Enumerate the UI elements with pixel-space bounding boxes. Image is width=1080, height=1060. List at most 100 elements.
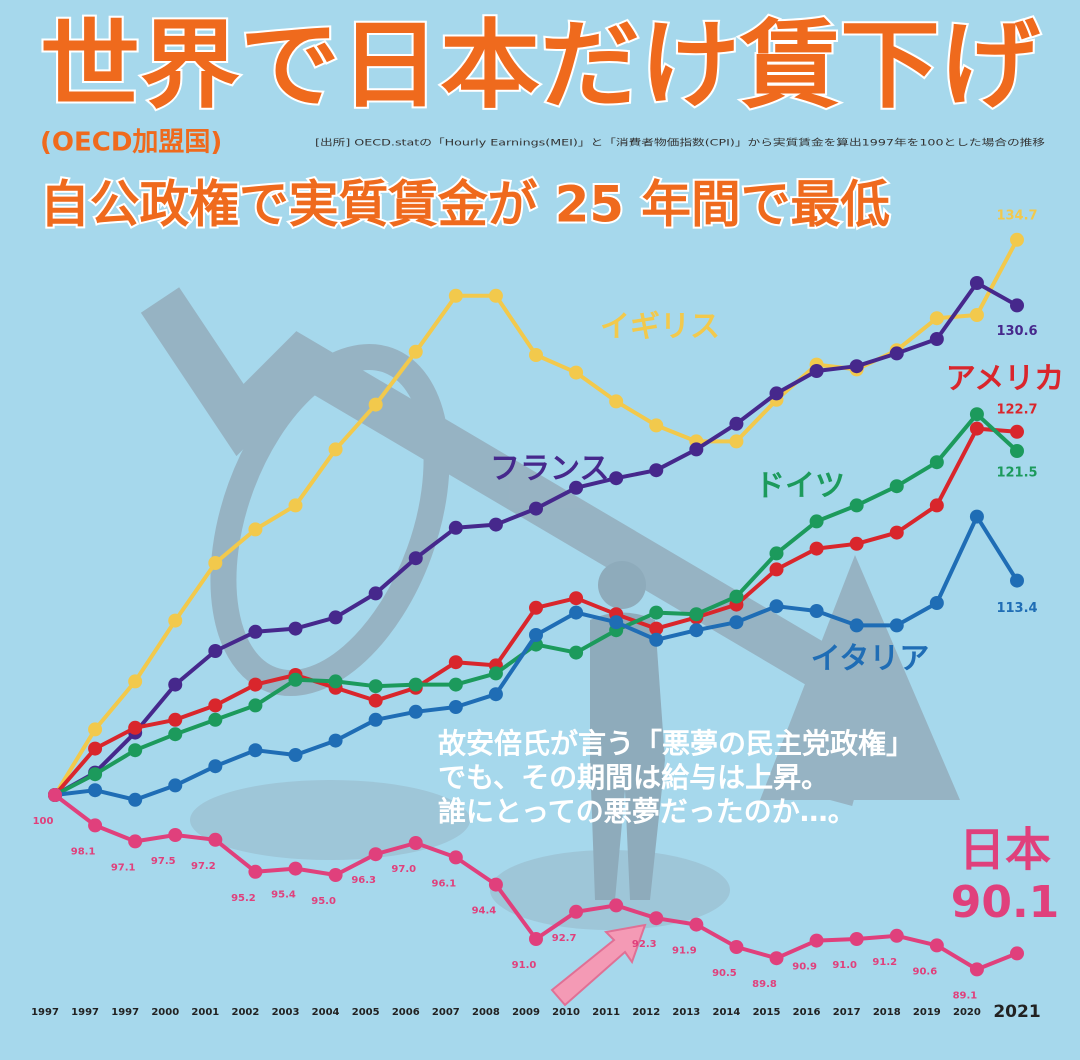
value-label: 89.1 <box>953 990 978 1001</box>
point <box>128 792 143 807</box>
value-label: 98.1 <box>71 846 96 857</box>
point <box>288 748 303 762</box>
point <box>569 904 584 919</box>
x-tick-label: 2006 <box>392 1007 420 1018</box>
point <box>929 498 944 513</box>
point <box>929 311 944 326</box>
point <box>48 788 62 802</box>
point <box>969 962 984 977</box>
point <box>488 666 503 681</box>
point <box>569 365 584 380</box>
value-label: 100 <box>33 816 54 827</box>
point <box>448 655 463 670</box>
point <box>729 416 744 431</box>
headline: 自公政権で実質賃金が 25 年間で最低 <box>40 176 890 234</box>
value-label: 95.0 <box>311 896 336 907</box>
value-label: 90.6 <box>912 966 937 977</box>
point <box>729 434 744 449</box>
x-tick-label: 2016 <box>793 1007 821 1018</box>
point <box>128 743 143 758</box>
point <box>849 618 864 633</box>
x-tick-label: 2009 <box>512 1007 540 1018</box>
point <box>88 741 103 756</box>
point <box>649 621 664 636</box>
point <box>929 938 944 953</box>
point <box>689 442 704 457</box>
value-label: 95.4 <box>271 890 296 901</box>
point <box>649 605 664 620</box>
point <box>689 917 704 932</box>
point <box>849 498 864 513</box>
title: 世界で日本だけ賃下げ <box>40 9 1040 121</box>
point <box>288 498 303 513</box>
point <box>448 677 463 692</box>
series-name: アメリカ <box>946 362 1065 397</box>
x-tick-label: 2021 <box>993 1002 1040 1022</box>
x-tick-label: 2007 <box>432 1007 460 1018</box>
value-label: 96.3 <box>351 875 376 886</box>
point <box>208 759 223 774</box>
point <box>769 951 784 966</box>
point <box>689 607 704 622</box>
point <box>649 632 664 647</box>
point <box>1010 946 1024 961</box>
point <box>809 541 824 556</box>
point <box>488 687 503 702</box>
point <box>689 623 704 638</box>
point <box>609 898 624 913</box>
point <box>729 615 744 630</box>
series-name: 日本 <box>959 823 1051 877</box>
series: イタリア 113.4 <box>48 509 1038 807</box>
point <box>488 517 503 532</box>
series-name: イタリア <box>811 642 930 677</box>
point <box>849 932 864 946</box>
point <box>288 861 303 876</box>
arrow-head <box>760 555 960 800</box>
x-tick-label: 2011 <box>592 1007 620 1018</box>
point <box>969 276 984 290</box>
point <box>969 308 984 322</box>
point <box>529 348 543 362</box>
x-tick-label: 2018 <box>873 1007 901 1018</box>
value-label: 97.2 <box>191 861 216 872</box>
point <box>248 743 263 758</box>
point <box>368 397 383 412</box>
point <box>889 479 904 494</box>
point <box>408 344 423 359</box>
value-label: 92.7 <box>552 933 577 944</box>
point <box>368 679 383 694</box>
point <box>569 605 584 620</box>
point <box>529 600 543 615</box>
point <box>889 525 904 540</box>
point <box>729 940 744 954</box>
point <box>1010 424 1024 439</box>
value-label: 113.4 <box>996 601 1037 616</box>
point <box>128 834 143 849</box>
point <box>929 332 944 346</box>
point <box>288 621 303 636</box>
x-tick-label: 1997 <box>111 1007 139 1018</box>
point <box>809 514 824 529</box>
point <box>1010 573 1024 588</box>
value-label: 89.8 <box>752 979 777 990</box>
x-tick-label: 2020 <box>953 1007 981 1018</box>
value-label: 91.9 <box>672 946 697 957</box>
person-body <box>590 612 665 900</box>
value-label: 91.2 <box>872 957 897 968</box>
point <box>849 359 864 374</box>
point <box>609 615 624 630</box>
point <box>769 546 784 561</box>
point <box>769 562 784 577</box>
point <box>569 480 584 495</box>
point <box>288 672 303 687</box>
point <box>168 727 183 742</box>
point <box>889 346 904 361</box>
point <box>929 455 944 470</box>
point <box>208 698 223 713</box>
point <box>208 644 223 658</box>
x-tick-label: 1997 <box>71 1007 99 1018</box>
point <box>769 599 784 614</box>
point <box>408 836 423 850</box>
subtitle: (OECD加盟国) <box>40 128 222 158</box>
value-label: 90.9 <box>792 962 817 973</box>
